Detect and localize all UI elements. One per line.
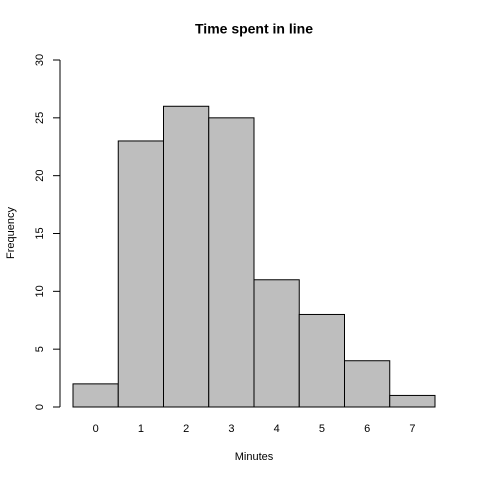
y-axis-label: Frequency — [5, 207, 17, 259]
bar — [208, 117, 255, 408]
x-tick-label: 1 — [138, 423, 144, 435]
bar — [72, 383, 119, 408]
x-tick-label: 3 — [228, 423, 234, 435]
x-tick-label: 6 — [364, 423, 370, 435]
y-tick-label: 20 — [34, 170, 46, 182]
bar — [389, 394, 436, 408]
y-tick-label: 10 — [34, 285, 46, 297]
bar — [163, 105, 210, 408]
x-axis-label: Minutes — [235, 451, 274, 463]
y-tick-label: 5 — [34, 346, 46, 352]
bar — [253, 279, 300, 408]
chart-title: Time spent in line — [195, 21, 313, 37]
x-tick-label: 5 — [319, 423, 325, 435]
bar — [344, 360, 391, 408]
x-tick-label: 4 — [274, 423, 280, 435]
y-tick-label: 30 — [34, 54, 46, 66]
y-tick-label: 0 — [34, 404, 46, 410]
bar — [298, 313, 345, 408]
x-tick-label: 2 — [183, 423, 189, 435]
y-tick-label: 25 — [34, 112, 46, 124]
bar — [117, 140, 164, 408]
x-tick-label: 7 — [409, 423, 415, 435]
y-tick-label: 15 — [34, 227, 46, 239]
x-tick-label: 0 — [93, 423, 99, 435]
